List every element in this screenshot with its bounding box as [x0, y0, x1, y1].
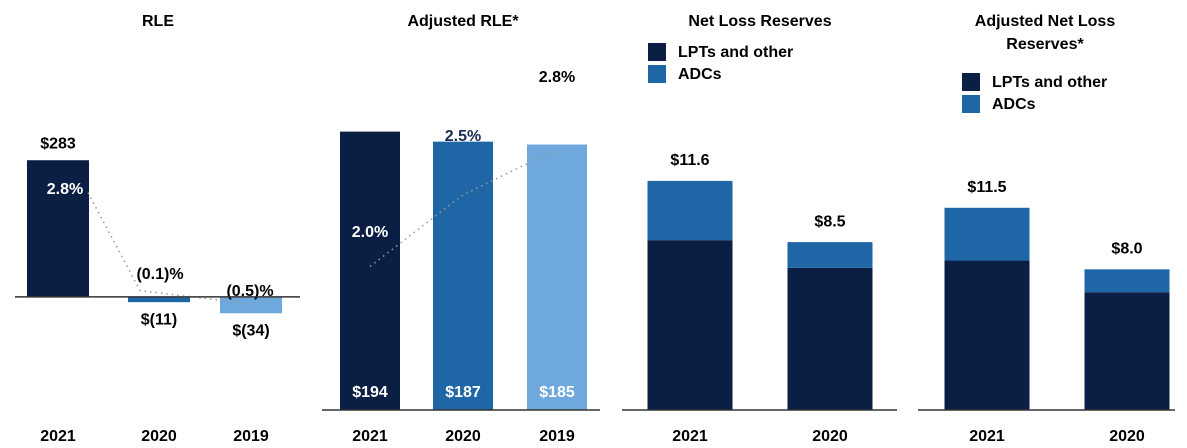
chart-title: Net Loss Reserves — [688, 13, 832, 30]
bar — [27, 160, 89, 297]
percent-label: (0.1)% — [136, 266, 183, 283]
value-label: $194 — [352, 384, 388, 401]
value-label: $283 — [40, 135, 76, 152]
chart-title: Adjusted Net Loss Reserves* — [974, 13, 1116, 53]
percent-label: (0.5)% — [226, 283, 273, 300]
total-label: $11.6 — [670, 152, 709, 169]
bar-segment — [1084, 292, 1170, 410]
chart-title: Adjusted RLE* — [407, 13, 519, 30]
x-tick-label: 2020 — [141, 428, 177, 445]
legend-label: ADCs — [678, 66, 722, 83]
value-label: $185 — [539, 384, 575, 401]
legend-label: LPTs and other — [678, 44, 793, 61]
chart-title: RLE — [142, 13, 174, 30]
percent-label: 2.5% — [445, 128, 481, 145]
percent-label: 2.8% — [539, 69, 575, 86]
legend-label: ADCs — [992, 96, 1036, 113]
x-tick-label: 2021 — [352, 428, 388, 445]
x-tick-label: 2020 — [445, 428, 481, 445]
total-label: $11.5 — [967, 179, 1006, 196]
bar — [128, 296, 190, 303]
percent-label: 2.8% — [47, 181, 83, 198]
bar-segment — [647, 240, 733, 410]
bar — [433, 141, 493, 410]
legend-swatch — [648, 65, 666, 83]
bar-segment — [1084, 269, 1170, 293]
percent-line — [369, 151, 553, 268]
value-label: $(34) — [232, 322, 269, 339]
percent-label: 2.0% — [352, 224, 388, 241]
bar — [527, 144, 587, 410]
legend-swatch — [962, 73, 980, 91]
bar-segment — [944, 260, 1030, 410]
x-tick-label: 2021 — [969, 428, 1005, 445]
bar-segment — [944, 207, 1030, 261]
x-tick-label: 2020 — [1109, 428, 1145, 445]
legend-swatch — [962, 95, 980, 113]
x-tick-label: 2019 — [233, 428, 269, 445]
value-label: $(11) — [141, 311, 177, 328]
bar — [220, 296, 282, 314]
total-label: $8.5 — [814, 213, 845, 230]
bar-segment — [787, 242, 873, 268]
value-label: $187 — [445, 384, 481, 401]
bar — [340, 131, 400, 411]
x-tick-label: 2021 — [40, 428, 76, 445]
total-label: $8.0 — [1111, 241, 1142, 258]
percent-line — [87, 192, 253, 305]
bar-segment — [787, 267, 873, 410]
bar-segment — [647, 180, 733, 241]
x-tick-label: 2019 — [539, 428, 575, 445]
x-tick-label: 2020 — [812, 428, 848, 445]
legend-label: LPTs and other — [992, 74, 1107, 91]
legend-swatch — [648, 43, 666, 61]
x-tick-label: 2021 — [672, 428, 708, 445]
